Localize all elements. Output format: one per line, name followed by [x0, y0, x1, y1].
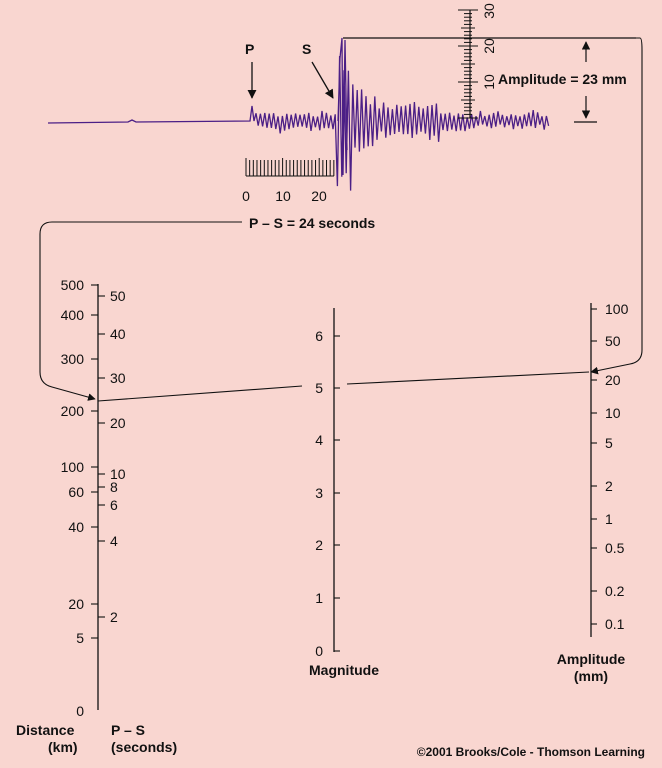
amplitude-tick-100: 100 [605, 301, 629, 317]
distance-tick-labels: 500 400 300 200 100 60 40 20 5 0 [61, 277, 85, 719]
distance-tick-5: 5 [76, 630, 84, 646]
time-tick-0: 0 [242, 188, 250, 204]
magnitude-solution-line-right [346, 371, 590, 385]
ps-axis-unit: (seconds) [111, 739, 177, 755]
magnitude-tick-3: 3 [315, 485, 323, 501]
time-scale [245, 158, 335, 177]
magnitude-tick-1: 1 [315, 590, 323, 606]
amplitude-ruler [458, 9, 478, 119]
amplitude-measure-text: Amplitude = 23 mm [498, 71, 627, 87]
amplitude-axis-unit: (mm) [574, 668, 608, 684]
ps-tick-6: 6 [110, 497, 118, 513]
distance-tick-100: 100 [61, 459, 85, 475]
copyright-text: ©2001 Brooks/Cole - Thomson Learning [417, 745, 645, 759]
ps-tick-30: 30 [110, 370, 126, 386]
amp-tick-30: 30 [481, 3, 497, 19]
amplitude-tick-2: 2 [605, 478, 613, 494]
magnitude-axis-label: Magnitude [309, 662, 379, 678]
amplitude-axis-label: Amplitude [557, 651, 626, 667]
amplitude-tick-0.5: 0.5 [605, 540, 625, 556]
amp-tick-20: 20 [481, 38, 497, 54]
ps-connector [39, 221, 242, 401]
ps-tick-10: 10 [110, 466, 126, 482]
distance-tick-200: 200 [61, 403, 85, 419]
amplitude-connector [590, 37, 643, 375]
magnitude-tick-labels: 6 5 4 3 2 1 0 [315, 328, 323, 659]
distance-tick-0: 0 [76, 703, 84, 719]
ps-tick-4: 4 [110, 533, 118, 549]
amplitude-tick-labels: 100 50 20 10 5 2 1 0.5 0.2 0.1 [605, 301, 629, 632]
distance-ps-scale [91, 284, 105, 710]
s-arrow [311, 61, 334, 99]
amplitude-tick-1: 1 [605, 511, 613, 527]
amplitude-tick-5: 5 [605, 435, 613, 451]
ps-measure-text: P – S = 24 seconds [249, 215, 375, 231]
ps-tick-2: 2 [110, 609, 118, 625]
magnitude-tick-5: 5 [315, 380, 323, 396]
amplitude-tick-20: 20 [605, 372, 621, 388]
distance-tick-400: 400 [61, 307, 85, 323]
ps-tick-20: 20 [110, 415, 126, 431]
amplitude-tick-10: 10 [605, 405, 621, 421]
s-wave-label: S [302, 41, 311, 57]
distance-tick-500: 500 [61, 277, 85, 293]
distance-tick-60: 60 [68, 484, 84, 500]
amplitude-tick-0.1: 0.1 [605, 616, 625, 632]
distance-axis-unit: (km) [48, 739, 78, 755]
time-tick-10: 10 [275, 188, 291, 204]
time-tick-20: 20 [311, 188, 327, 204]
magnitude-tick-2: 2 [315, 537, 323, 553]
magnitude-tick-0: 0 [315, 643, 323, 659]
ps-axis-label: P – S [111, 722, 145, 738]
distance-tick-20: 20 [68, 596, 84, 612]
distance-tick-40: 40 [68, 519, 84, 535]
magnitude-tick-6: 6 [315, 328, 323, 344]
ps-tick-50: 50 [110, 288, 126, 304]
seismogram: P S 0 10 20 10 20 30 Amplitude = 23 mm P… [47, 3, 636, 231]
magnitude-scale [333, 308, 340, 652]
magnitude-tick-4: 4 [315, 432, 323, 448]
ps-tick-8: 8 [110, 479, 118, 495]
amplitude-scale [590, 303, 597, 637]
amplitude-tick-0.2: 0.2 [605, 583, 625, 599]
distance-tick-300: 300 [61, 351, 85, 367]
amplitude-tick-50: 50 [605, 333, 621, 349]
seismogram-trace [47, 37, 550, 191]
ps-tick-40: 40 [110, 326, 126, 342]
magnitude-solution-line-left [97, 385, 303, 402]
amp-tick-10: 10 [481, 74, 497, 90]
distance-axis-label: Distance [16, 722, 75, 738]
ps-tick-labels: 50 40 30 20 10 8 6 4 2 [110, 288, 126, 625]
p-wave-label: P [245, 41, 254, 57]
